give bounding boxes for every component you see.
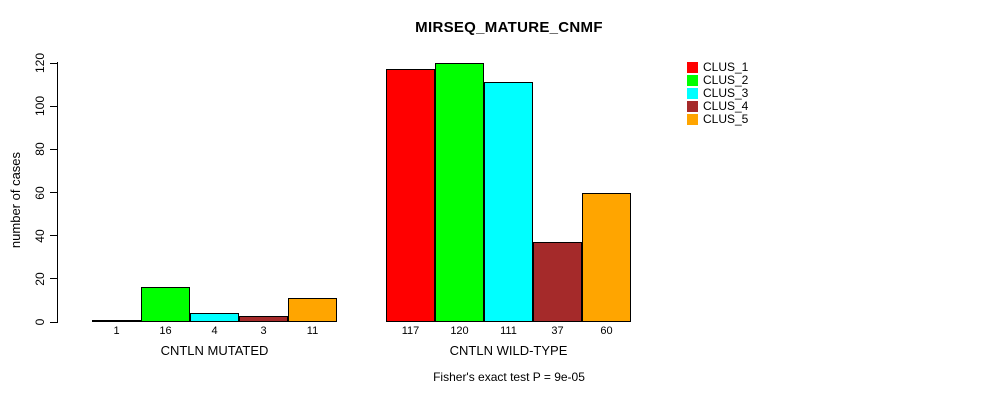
bar-clus_4-group2 (533, 242, 582, 322)
bar-value-label: 37 (551, 325, 564, 337)
bar-clus_5-group1 (288, 298, 337, 322)
bar-clus_5-group2 (582, 192, 631, 322)
bar-value-label: 111 (500, 325, 517, 337)
y-axis-tick (50, 105, 57, 107)
bar-clus_3-group2 (484, 82, 533, 322)
legend-swatch-clus_4 (687, 101, 698, 112)
bar-value-label: 1 (113, 325, 120, 337)
legend-label: CLUS_5 (703, 112, 749, 126)
footnote-fishers-test: Fisher's exact test P = 9e-05 (433, 370, 585, 384)
y-axis-tick (50, 278, 57, 280)
legend-swatch-clus_1 (687, 62, 698, 73)
legend-label: CLUS_4 (703, 99, 749, 113)
y-axis-tick (50, 62, 57, 64)
legend-label: CLUS_3 (703, 86, 749, 100)
legend-swatch-clus_5 (687, 114, 698, 125)
y-axis-tick (50, 192, 57, 193)
group-label: CNTLN WILD-TYPE (449, 343, 568, 358)
chart-title: MIRSEQ_MATURE_CNMF (415, 19, 603, 36)
legend-item-clus_1: CLUS_1 (687, 60, 749, 74)
legend-swatch-clus_3 (687, 88, 698, 99)
legend-item-clus_5: CLUS_5 (687, 112, 749, 126)
y-axis-tick (50, 148, 57, 150)
legend-label: CLUS_2 (703, 73, 749, 87)
legend-item-clus_2: CLUS_2 (687, 73, 749, 87)
bar-value-label: 60 (600, 325, 613, 337)
bar-clus_2-group1 (141, 287, 190, 322)
legend: CLUS_1 CLUS_2 CLUS_3 CLUS_4 CLUS_5 (687, 60, 749, 126)
y-axis-tick (50, 321, 57, 323)
bar-clus_1-group1 (92, 319, 141, 322)
y-axis-line (57, 62, 58, 323)
legend-label: CLUS_1 (703, 60, 749, 74)
bar-clus_3-group1 (190, 313, 239, 322)
bar-clus_4-group1 (239, 315, 288, 322)
bar-clus_2-group2 (435, 63, 484, 322)
bar-value-label: 11 (306, 325, 319, 337)
bar-value-label: 3 (260, 325, 267, 337)
legend-item-clus_4: CLUS_4 (687, 99, 749, 113)
bar-value-label: 16 (159, 325, 172, 337)
y-axis-tick (50, 235, 57, 237)
group-label: CNTLN MUTATED (160, 343, 269, 358)
bar-value-label: 117 (401, 325, 420, 337)
bar-value-label: 4 (211, 325, 218, 337)
legend-item-clus_3: CLUS_3 (687, 86, 749, 100)
legend-swatch-clus_2 (687, 75, 698, 86)
bar-value-label: 120 (450, 325, 469, 337)
bar-clus_1-group2 (386, 69, 435, 322)
